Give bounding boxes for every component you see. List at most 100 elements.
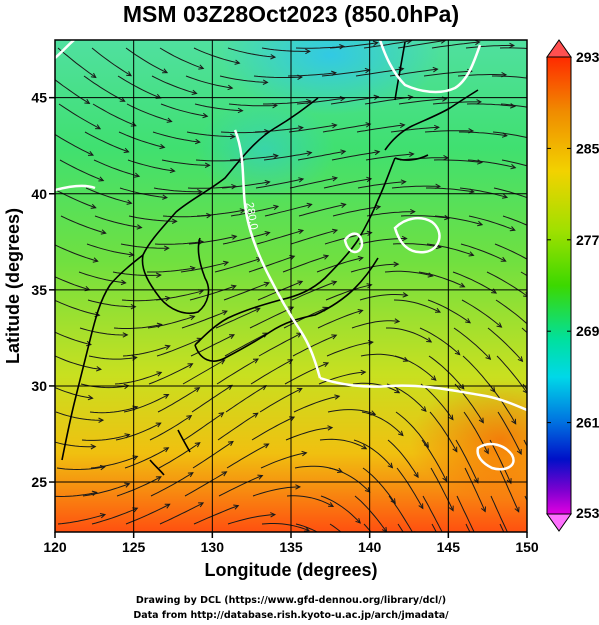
streamline [493,187,527,199]
streamline-arrowhead [365,122,372,128]
streamline-arrowhead [298,229,305,235]
streamline [194,103,243,112]
streamline-arrowhead [234,59,241,65]
x-tick-label: 150 [515,539,539,555]
streamline-arrowhead [357,309,364,315]
streamline-arrowhead [134,172,141,178]
streamline [126,103,172,122]
streamline [193,505,239,525]
streamline-arrowhead [87,150,95,156]
streamline-arrowhead [171,218,178,224]
streamline-arrowhead [408,151,415,158]
streamline [455,439,479,483]
streamline-arrowhead [407,94,414,101]
streamline-arrowhead [507,535,511,540]
streamline [222,232,270,245]
streamline-arrowhead [410,208,416,215]
streamline-arrowhead [413,472,419,479]
streamline [78,271,126,284]
streamline [320,495,361,524]
streamline [60,215,106,234]
streamline-arrowhead [387,462,394,469]
streamline [256,229,304,245]
streamline-arrowhead [511,418,517,425]
streamline [397,523,404,532]
streamline [88,355,137,360]
streamline [118,131,165,148]
streamline-arrowhead [301,450,308,457]
contour-lines [55,40,527,471]
streamline-arrowhead [303,526,311,532]
streamline-arrowhead [454,349,461,356]
streamline-arrowhead [509,226,516,232]
streamline [293,395,340,413]
streamline-arrowhead [202,112,209,119]
streamline [465,44,514,49]
streamline [467,159,516,169]
streamline [285,427,333,441]
streamline-arrowhead [434,124,440,131]
streamline [365,153,414,161]
y-axis-label: Latitude (degrees) [3,208,23,364]
y-axis-ticks: 25 30 35 40 45 [31,90,55,490]
streamline-arrowhead [227,440,234,447]
streamline-arrowhead [264,231,271,237]
streamline-arrowhead [441,533,445,538]
streamline-arrowhead [96,366,102,372]
streamline-arrowhead [229,133,236,140]
streamline-arrowhead [84,98,91,104]
streamline [524,495,527,502]
streamline [497,411,522,455]
streamline-arrowhead [452,446,458,453]
streamline-arrowhead [448,414,454,421]
streamline-arrowhead [333,542,338,547]
streamline-arrowhead [95,124,102,130]
y-tick-label: 30 [31,378,47,394]
streamline [393,299,441,313]
contour-line-east-loop [393,216,441,254]
streamline [228,103,277,107]
streamline [354,495,388,532]
streamline-arrowhead [270,512,277,518]
streamline [251,416,295,441]
streamline [464,467,486,512]
streamline [227,514,275,525]
streamline-arrowhead [535,77,540,82]
streamline [157,387,200,413]
streamline [122,345,170,357]
streamline-arrowhead [98,176,105,182]
streamline [186,131,235,138]
streamline-arrowhead [459,282,466,288]
streamline-arrowhead [272,153,279,159]
contour-line-south [319,376,527,412]
map-title: MSM 03Z28Oct2023 (850.0hPa) [123,1,459,27]
streamline [495,299,527,325]
credit-line-1: Drawing by DCL (https://www.gfd-dennou.o… [136,595,446,606]
streamline-arrowhead [500,256,507,262]
streamline-arrowhead [122,332,129,338]
streamline [453,327,491,360]
colorbar-label: 261 [576,415,599,431]
streamline-arrowhead [164,344,171,350]
streamline [161,159,210,166]
streamline-arrowhead [434,307,441,313]
streamline [91,507,138,525]
streamline-arrowhead [419,560,423,565]
streamline [398,98,447,105]
streamline-arrowhead [331,280,338,286]
y-tick-label: 25 [31,474,47,490]
streamline-arrowhead [156,371,163,377]
streamline [459,187,508,198]
streamline [397,40,446,49]
streamline-arrowhead [323,362,330,368]
streamline-arrowhead [323,254,330,260]
streamline-arrowhead [166,117,173,123]
streamline [147,267,195,273]
streamline-arrowhead [401,235,408,242]
streamline-arrowhead [517,356,524,363]
streamline [431,41,480,49]
streamline [432,101,481,105]
streamline-arrowhead [543,48,548,53]
streamline [192,441,234,469]
streamline [456,495,475,532]
